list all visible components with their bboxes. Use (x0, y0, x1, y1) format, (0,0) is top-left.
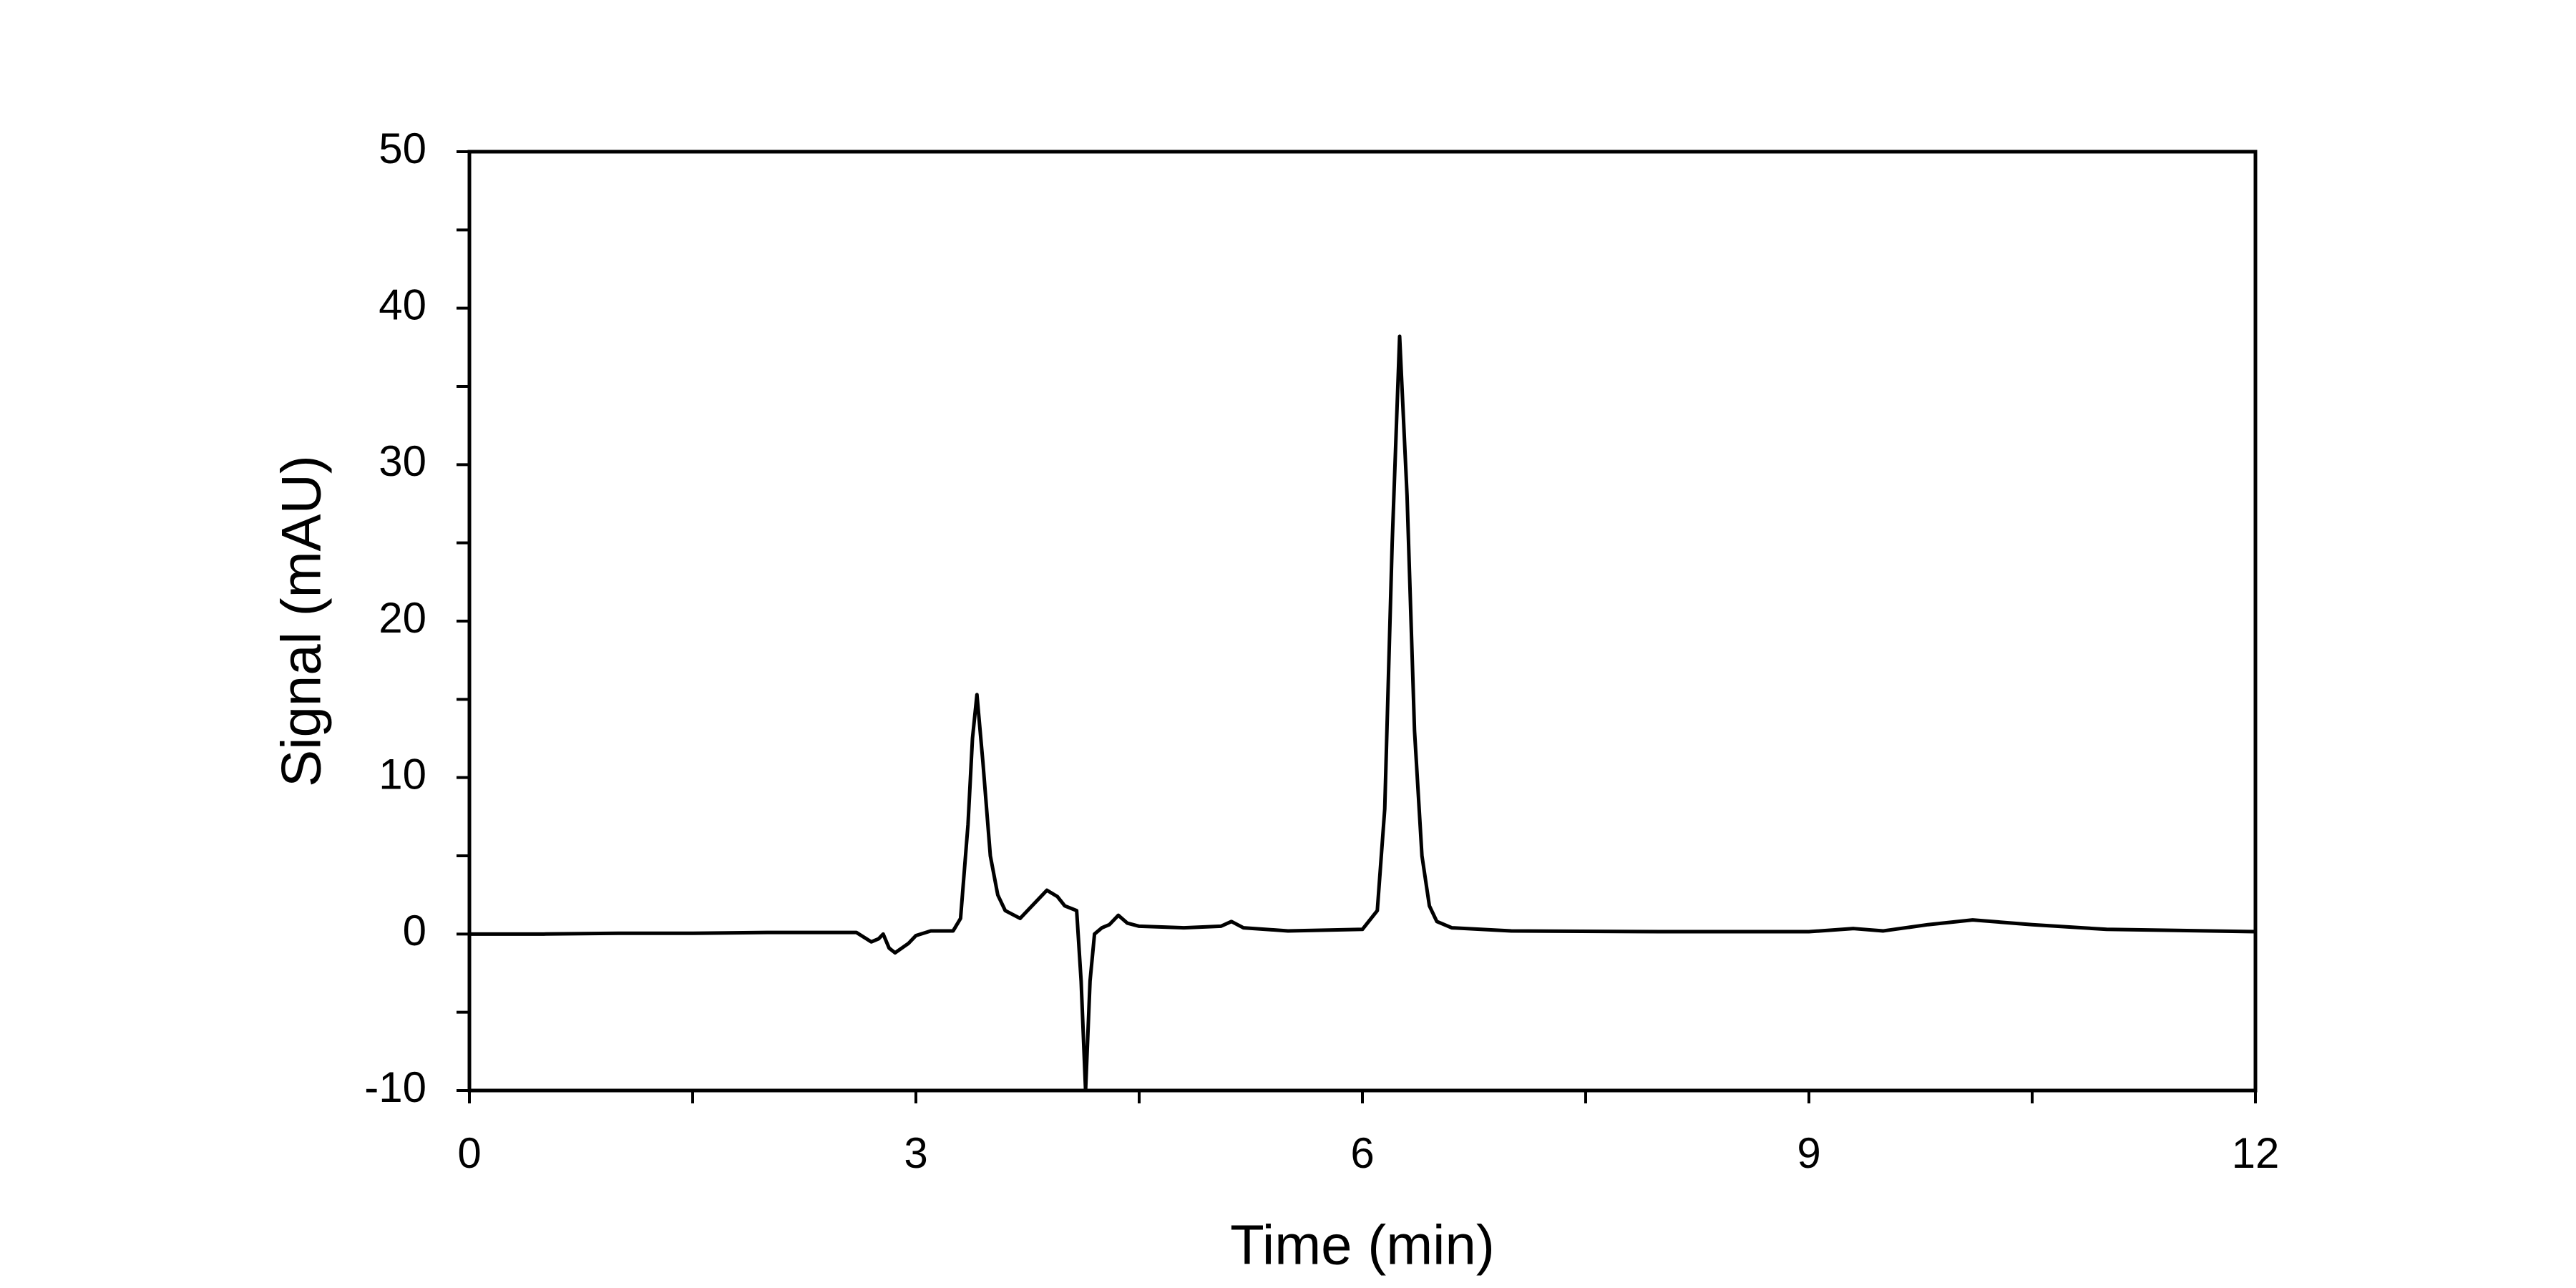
plot-frame (467, 150, 2258, 1093)
x-tick-label: 6 (1350, 1129, 1374, 1177)
x-tick-label: 12 (2232, 1129, 2280, 1177)
signal-line (469, 334, 2256, 1093)
y-tick-label: 50 (379, 125, 426, 172)
x-tick-label: 0 (457, 1129, 481, 1177)
y-tick-label: 30 (379, 437, 426, 485)
x-tick-label: 3 (904, 1129, 927, 1177)
y-tick-label: -10 (364, 1063, 426, 1111)
x-axis-title: Time (min) (1230, 1214, 1495, 1277)
y-tick-label: 20 (379, 594, 426, 642)
y-tick-label: 10 (379, 751, 426, 799)
y-tick-label: 0 (403, 907, 426, 955)
x-tick-label: 9 (1797, 1129, 1820, 1177)
y-axis-title: Signal (mAU) (270, 455, 333, 787)
y-tick-label: 40 (379, 281, 426, 329)
